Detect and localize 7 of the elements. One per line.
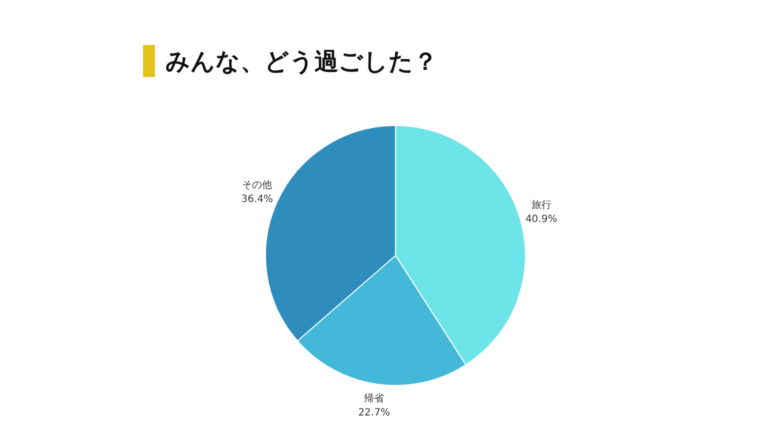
slice-label: 帰省 [364, 392, 384, 404]
data-label: 36.4% [241, 194, 274, 206]
data-label: 40.9% [525, 214, 558, 226]
slice-label: 旅行 [531, 199, 552, 212]
data-label: 22.7% [358, 407, 390, 418]
chart-title: みんな、どう過ごした？ [166, 48, 438, 76]
slice-label: その他 [242, 179, 272, 192]
